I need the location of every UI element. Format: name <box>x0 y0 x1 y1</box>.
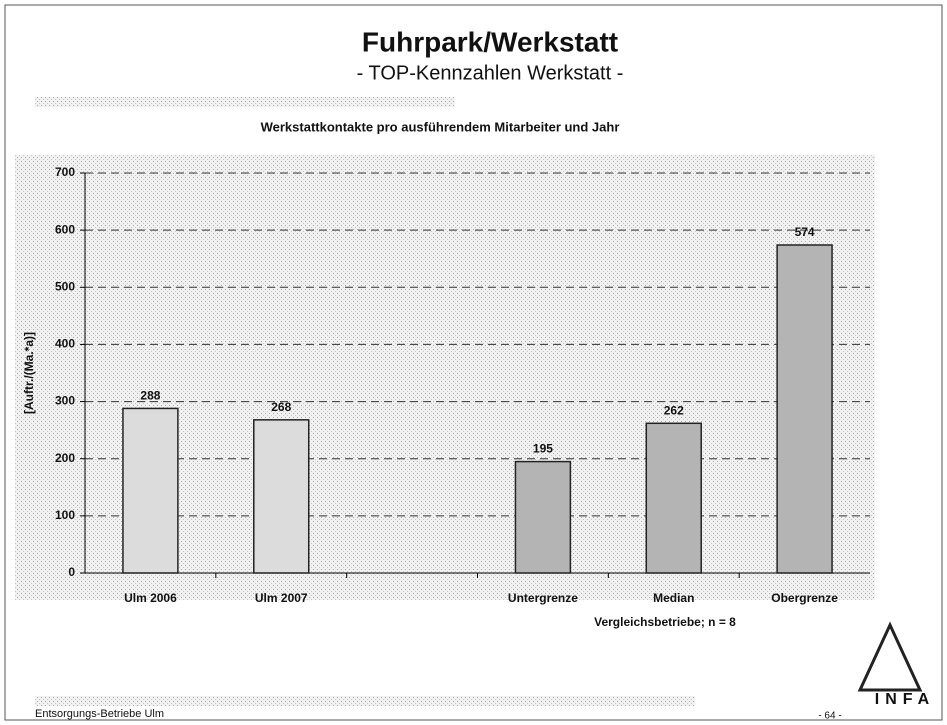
x-tick-label: Median <box>653 591 694 605</box>
footer-left: Entsorgungs-Betriebe Ulm <box>35 708 164 720</box>
value-label: 268 <box>271 400 291 414</box>
x-tick-label: Untergrenze <box>508 591 578 605</box>
slide-subtitle: - TOP-Kennzahlen Werkstatt - <box>357 62 624 84</box>
value-label: 574 <box>795 225 815 239</box>
x-tick-label: Ulm 2007 <box>255 591 308 605</box>
y-tick-label: 700 <box>55 165 75 179</box>
y-tick-label: 500 <box>55 279 75 293</box>
y-tick-label: 100 <box>55 508 75 522</box>
x-tick-label: Ulm 2006 <box>124 591 177 605</box>
y-tick-label: 0 <box>68 565 75 579</box>
bar <box>776 244 833 574</box>
slide-title: Fuhrpark/Werkstatt <box>362 26 618 57</box>
page-number: - 64 - <box>818 711 841 722</box>
logo-text: INFA <box>875 691 935 708</box>
bar <box>645 422 702 574</box>
group-label: Vergleichsbetriebe; n = 8 <box>594 615 736 629</box>
y-tick-label: 400 <box>55 337 75 351</box>
y-tick-label: 600 <box>55 222 75 236</box>
bar <box>122 407 179 574</box>
value-label: 288 <box>140 389 160 403</box>
value-label: 195 <box>533 442 553 456</box>
footer-strip <box>35 696 695 706</box>
y-tick-label: 200 <box>55 451 75 465</box>
bar <box>514 460 572 574</box>
y-axis-label: [Auftr./(Ma.*a)] <box>22 332 36 414</box>
header-strip <box>35 97 455 107</box>
y-tick-label: 300 <box>55 394 75 408</box>
chart-title: Werkstattkontakte pro ausführendem Mitar… <box>261 119 620 134</box>
logo-shape <box>857 621 923 692</box>
value-label: 262 <box>664 403 684 417</box>
x-tick-label: Obergrenze <box>771 591 838 605</box>
bar <box>253 419 310 574</box>
